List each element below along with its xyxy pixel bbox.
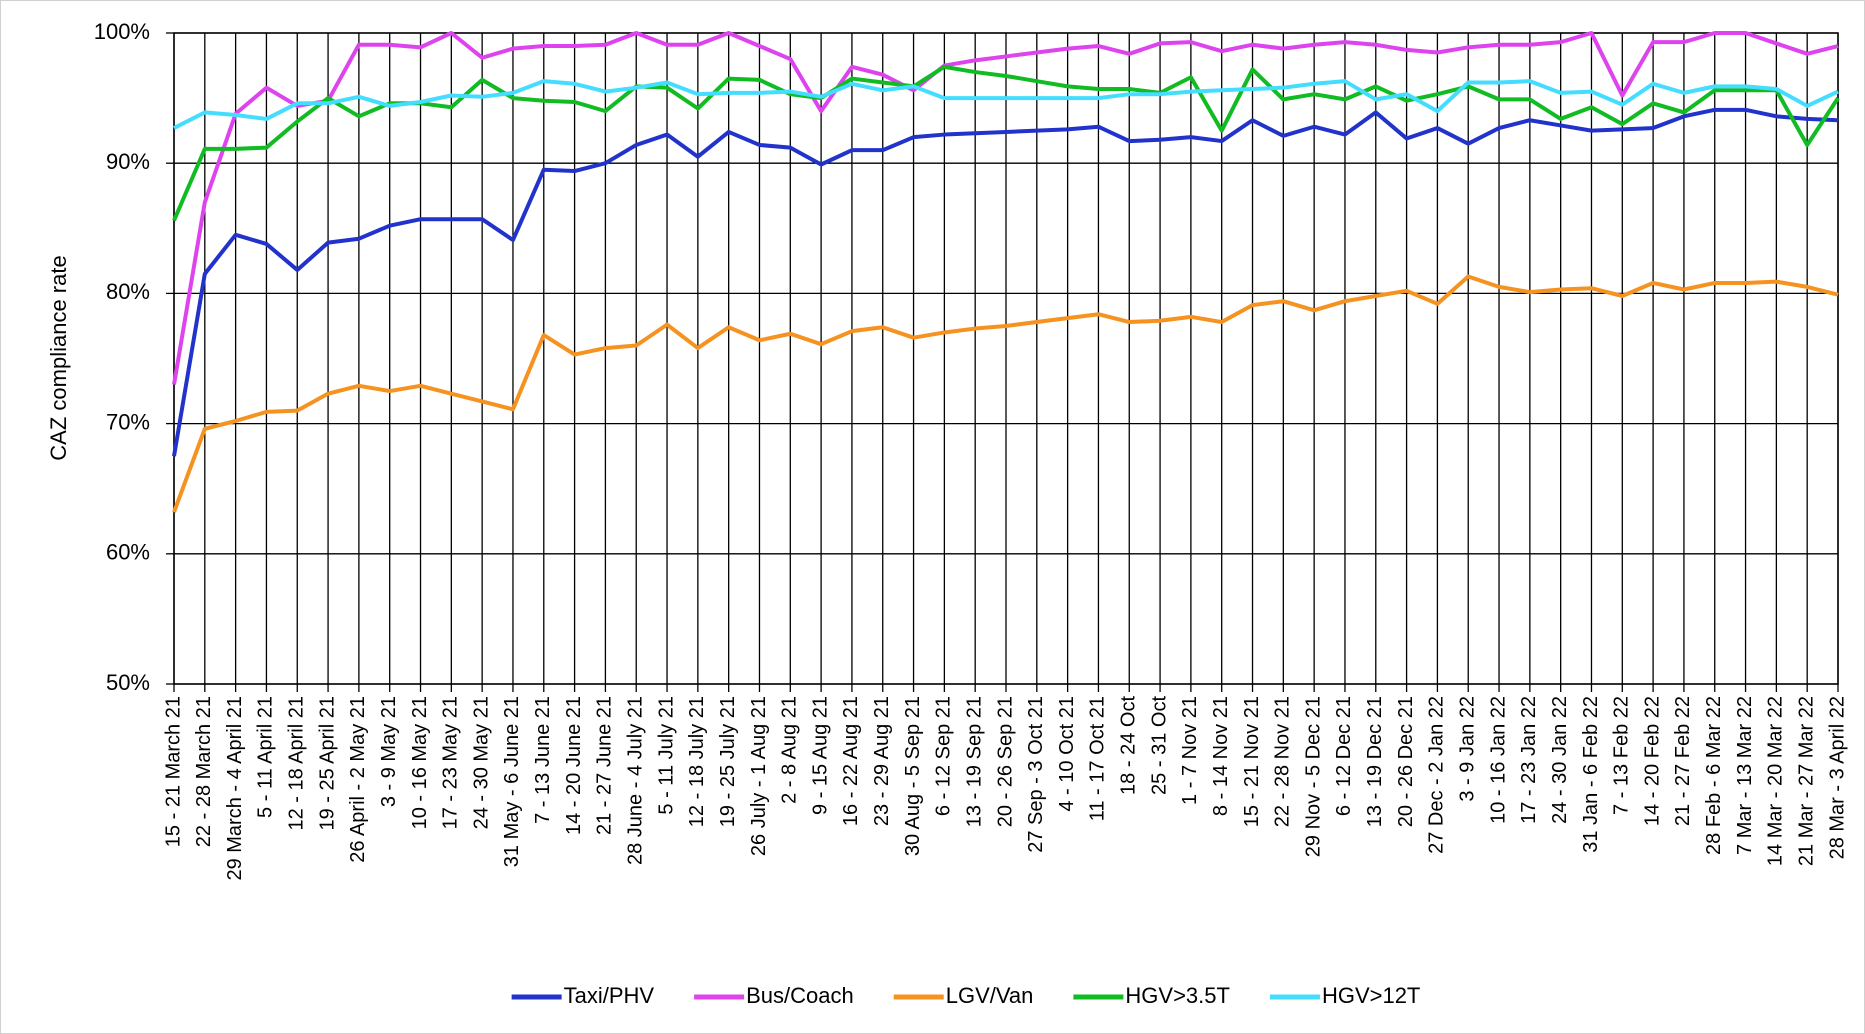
x-tick-label: 25 - 31 Oct [1148,696,1170,795]
x-tick-label: 6 - 12 Sep 21 [933,696,955,816]
x-tick-label: 17 - 23 Jan 22 [1518,696,1540,824]
x-tick-label: 5 - 11 April 21 [255,696,277,818]
x-tick-label: 22 - 28 Nov 21 [1272,696,1294,827]
x-tick-label: 26 April - 2 May 21 [347,696,369,863]
legend-label: LGV/Van [946,983,1034,1008]
x-tick-label: 7 Mar - 13 Mar 22 [1734,696,1756,855]
x-tick-label: 31 Jan - 6 Feb 22 [1580,696,1602,853]
x-tick-label: 20 - 26 Dec 21 [1395,696,1417,827]
x-tick-label: 21 Mar - 27 Mar 22 [1795,696,1817,866]
y-tick-label: 100% [94,19,150,44]
x-tick-label: 16 - 22 Aug 21 [840,696,862,826]
x-tick-label: 2 - 8 Aug 21 [779,696,801,804]
series-line [172,107,1839,457]
x-tick-label: 14 Mar - 20 Mar 22 [1765,696,1787,866]
x-tick-label: 12 - 18 April 21 [286,696,308,831]
series-line [172,274,1839,513]
x-tick-label: 20 - 26 Sep 21 [994,696,1016,827]
x-tick-label: 17 - 23 May 21 [440,696,462,829]
series-line [173,79,1839,130]
legend-label: Bus/Coach [746,983,854,1008]
legend-label: HGV>12T [1322,983,1420,1008]
x-tick-label: 21 - 27 June 21 [594,696,616,835]
x-tick-label: 15 - 21 Nov 21 [1241,696,1263,827]
y-axis-label: CAZ compliance rate [46,255,71,460]
x-tick-label: 19 - 25 July 21 [717,696,739,827]
series-line [172,64,1840,222]
y-tick-label: 80% [106,279,150,304]
x-tick-label: 26 July - 1 Aug 21 [748,696,770,856]
x-tick-label: 18 - 24 Oct [1118,696,1140,795]
x-tick-label: 12 - 18 July 21 [686,696,708,827]
x-tick-label: 14 - 20 Feb 22 [1641,696,1663,826]
x-tick-label: 29 March - 4 April 21 [224,696,246,881]
x-tick-label: 24 - 30 May 21 [470,696,492,829]
x-tick-label: 14 - 20 June 21 [563,696,585,835]
x-tick-label: 11 - 17 Oct 21 [1087,696,1109,821]
x-tick-label: 3 - 9 Jan 22 [1457,696,1479,802]
x-tick-label: 28 Mar - 3 April 22 [1826,696,1848,859]
legend: Taxi/PHV Bus/Coach LGV/Van HGV>3.5T HGV>12T [511,983,1420,1008]
x-tick-label: 30 Aug - 5 Sep 21 [902,696,924,856]
y-tick-label: 70% [106,409,150,434]
x-tick-label: 5 - 11 July 21 [655,696,677,815]
x-tick-label: 23 - 29 Aug 21 [871,696,893,826]
y-tick-label: 50% [106,670,150,695]
x-tick-label: 13 - 19 Dec 21 [1364,696,1386,827]
x-tick-label: 8 - 14 Nov 21 [1210,696,1232,816]
x-tick-label: 13 - 19 Sep 21 [963,696,985,827]
x-tick-label: 19 - 25 April 21 [316,696,338,831]
y-tick-label: 90% [106,149,150,174]
x-tick-label: 27 Dec - 2 Jan 22 [1426,696,1448,854]
x-tick-label: 29 Nov - 5 Dec 21 [1302,696,1324,857]
legend-label: HGV>3.5T [1125,983,1230,1008]
x-tick-label: 7 - 13 June 21 [532,696,554,824]
x-tick-label: 10 - 16 Jan 22 [1487,696,1509,824]
x-tick-label: 10 - 16 May 21 [409,696,431,829]
x-tick-label: 22 - 28 March 21 [193,696,215,847]
x-tick-label: 21 - 27 Feb 22 [1672,696,1694,826]
legend-label: Taxi/PHV [564,983,655,1008]
x-tick-label: 24 - 30 Jan 22 [1549,696,1571,824]
x-tick-label: 6 - 12 Dec 21 [1333,696,1355,816]
x-tick-label: 28 June - 4 July 21 [625,696,647,865]
x-tick-label: 1 - 7 Nov 21 [1179,696,1201,805]
x-tick-label: 27 Sep - 3 Oct 21 [1025,696,1047,853]
series-line [172,31,1839,385]
x-tick-label: 28 Feb - 6 Mar 22 [1703,696,1725,855]
x-tick-label: 31 May - 6 June 21 [501,696,523,867]
x-tick-label: 9 - 15 Aug 21 [809,696,831,815]
x-tick-label: 7 - 13 Feb 22 [1611,696,1633,815]
y-tick-label: 60% [106,540,150,565]
x-tick-label: 15 - 21 March 21 [162,696,184,847]
x-tick-label: 4 - 10 Oct 21 [1056,696,1078,812]
x-tick-label: 3 - 9 May 21 [378,696,400,807]
